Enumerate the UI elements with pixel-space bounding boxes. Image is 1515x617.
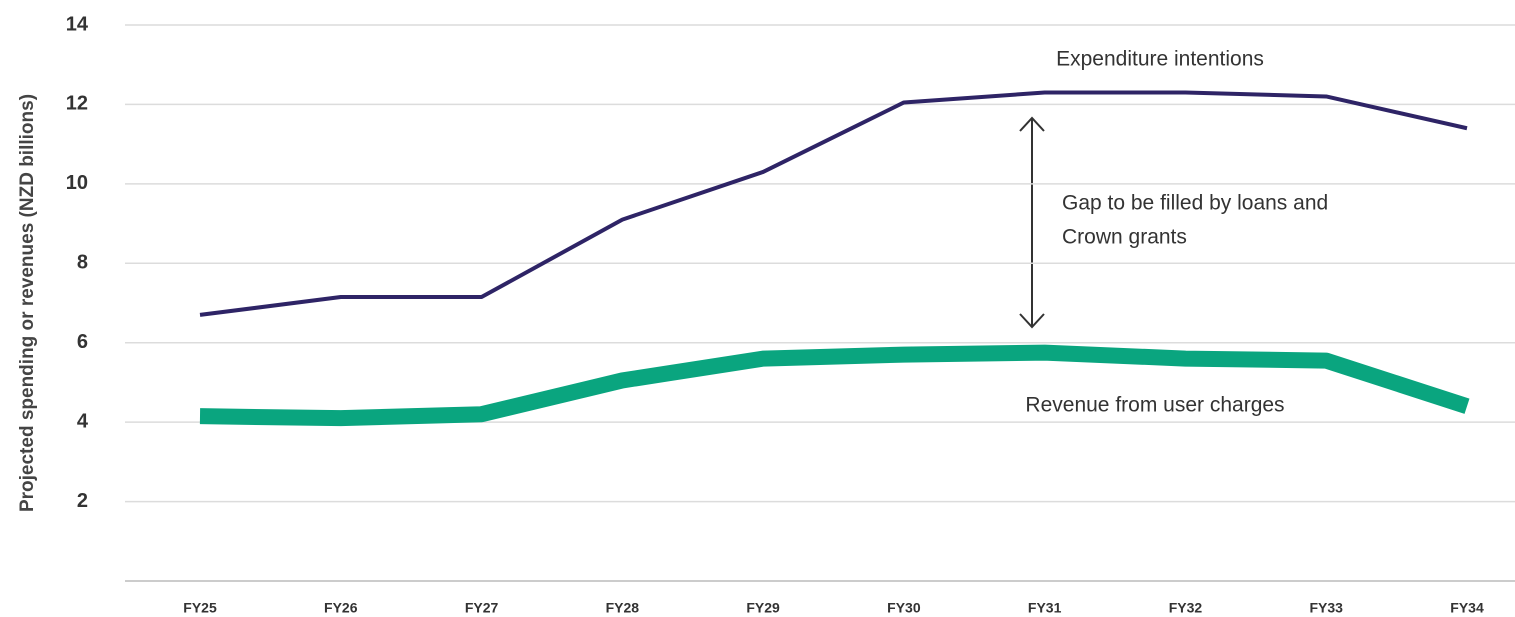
y-tick-label: 6 [77, 331, 88, 353]
gap-arrow [1019, 116, 1045, 329]
x-tick-label: FY31 [1028, 600, 1062, 616]
y-tick-label: 12 [66, 93, 88, 115]
x-tick-label: FY33 [1309, 600, 1343, 616]
x-tick-label: FY27 [465, 600, 499, 616]
annotation: Gap to be filled by loans and [1062, 192, 1328, 215]
y-tick-label: 2 [77, 490, 88, 512]
x-tick-label: FY29 [746, 600, 780, 616]
y-axis-title: Projected spending or revenues (NZD bill… [17, 94, 38, 512]
series-label: Expenditure intentions [1056, 48, 1264, 71]
y-tick-label: 10 [66, 172, 88, 194]
series-label: Revenue from user charges [1025, 394, 1284, 417]
x-tick-label: FY32 [1169, 600, 1203, 616]
x-tick-label: FY26 [324, 600, 358, 616]
series-line [199, 344, 1470, 427]
y-tick-label: 8 [77, 252, 88, 274]
y-tick-label: 4 [77, 410, 89, 432]
series-line [199, 90, 1468, 317]
x-tick-label: FY34 [1450, 600, 1484, 616]
x-tick-label: FY28 [606, 600, 640, 616]
x-tick-label: FY30 [887, 600, 921, 616]
y-tick-label: 14 [66, 13, 89, 35]
annotation: Crown grants [1062, 226, 1187, 249]
x-tick-label: FY25 [183, 600, 217, 616]
